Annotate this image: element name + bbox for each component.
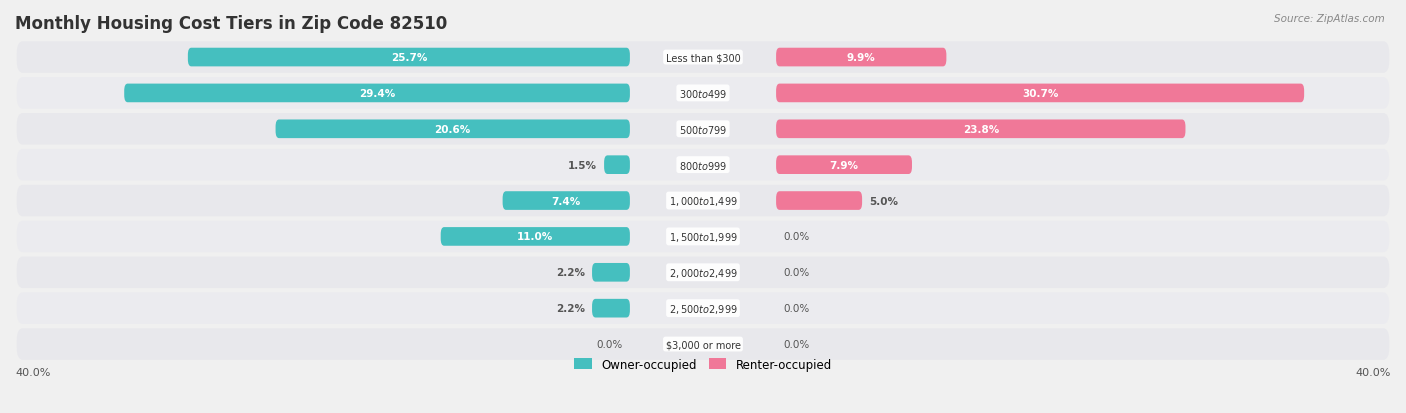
Text: 40.0%: 40.0% — [15, 368, 51, 377]
FancyBboxPatch shape — [17, 78, 1389, 109]
Text: 0.0%: 0.0% — [783, 232, 810, 242]
Text: 9.9%: 9.9% — [846, 53, 876, 63]
Text: Monthly Housing Cost Tiers in Zip Code 82510: Monthly Housing Cost Tiers in Zip Code 8… — [15, 15, 447, 33]
Text: 2.2%: 2.2% — [557, 268, 585, 278]
FancyBboxPatch shape — [776, 156, 912, 175]
FancyBboxPatch shape — [17, 293, 1389, 324]
FancyBboxPatch shape — [17, 328, 1389, 360]
Legend: Owner-occupied, Renter-occupied: Owner-occupied, Renter-occupied — [569, 353, 837, 375]
FancyBboxPatch shape — [17, 257, 1389, 288]
FancyBboxPatch shape — [17, 150, 1389, 181]
Text: $2,500 to $2,999: $2,500 to $2,999 — [669, 302, 737, 315]
Text: 1.5%: 1.5% — [568, 160, 598, 170]
FancyBboxPatch shape — [17, 42, 1389, 74]
Text: $500 to $799: $500 to $799 — [679, 123, 727, 135]
Text: 2.2%: 2.2% — [557, 304, 585, 313]
Text: 0.0%: 0.0% — [783, 268, 810, 278]
Text: 40.0%: 40.0% — [1355, 368, 1391, 377]
Text: Source: ZipAtlas.com: Source: ZipAtlas.com — [1274, 14, 1385, 24]
Text: 25.7%: 25.7% — [391, 53, 427, 63]
FancyBboxPatch shape — [17, 221, 1389, 253]
Text: 7.4%: 7.4% — [551, 196, 581, 206]
Text: 0.0%: 0.0% — [596, 339, 623, 349]
Text: 0.0%: 0.0% — [783, 339, 810, 349]
FancyBboxPatch shape — [502, 192, 630, 210]
FancyBboxPatch shape — [776, 49, 946, 67]
FancyBboxPatch shape — [124, 84, 630, 103]
Text: 20.6%: 20.6% — [434, 124, 471, 135]
Text: 23.8%: 23.8% — [963, 124, 998, 135]
FancyBboxPatch shape — [776, 192, 862, 210]
Text: 30.7%: 30.7% — [1022, 89, 1059, 99]
FancyBboxPatch shape — [592, 299, 630, 318]
Text: $3,000 or more: $3,000 or more — [665, 339, 741, 349]
Text: $300 to $499: $300 to $499 — [679, 88, 727, 100]
FancyBboxPatch shape — [276, 120, 630, 139]
FancyBboxPatch shape — [592, 263, 630, 282]
FancyBboxPatch shape — [17, 185, 1389, 217]
FancyBboxPatch shape — [17, 114, 1389, 145]
Text: 5.0%: 5.0% — [869, 196, 898, 206]
Text: 11.0%: 11.0% — [517, 232, 554, 242]
Text: $1,500 to $1,999: $1,500 to $1,999 — [669, 230, 737, 243]
FancyBboxPatch shape — [605, 156, 630, 175]
FancyBboxPatch shape — [440, 228, 630, 246]
Text: $800 to $999: $800 to $999 — [679, 159, 727, 171]
Text: 29.4%: 29.4% — [359, 89, 395, 99]
Text: 0.0%: 0.0% — [783, 304, 810, 313]
Text: Less than $300: Less than $300 — [665, 53, 741, 63]
FancyBboxPatch shape — [188, 49, 630, 67]
Text: $1,000 to $1,499: $1,000 to $1,499 — [669, 195, 737, 208]
Text: $2,000 to $2,499: $2,000 to $2,499 — [669, 266, 737, 279]
FancyBboxPatch shape — [776, 84, 1305, 103]
Text: 7.9%: 7.9% — [830, 160, 859, 170]
FancyBboxPatch shape — [776, 120, 1185, 139]
